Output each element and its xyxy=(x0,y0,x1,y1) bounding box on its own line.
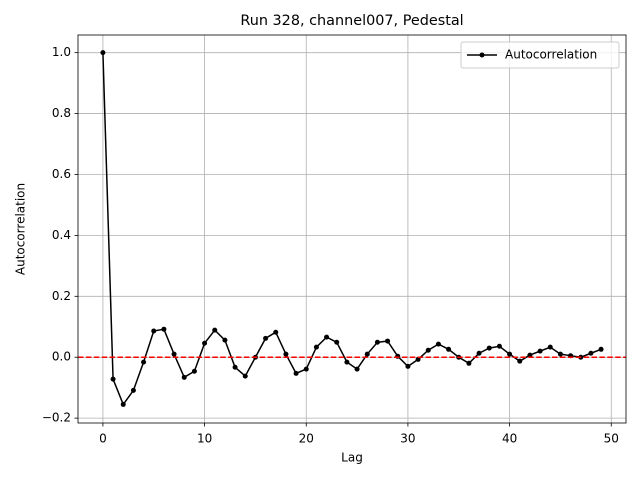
data-point xyxy=(222,337,228,343)
data-point xyxy=(507,351,513,357)
legend-label: Autocorrelation xyxy=(505,48,597,62)
data-point xyxy=(446,346,452,352)
data-point xyxy=(415,356,421,362)
x-tick-label: 10 xyxy=(197,432,212,446)
data-point xyxy=(100,50,106,56)
data-point xyxy=(334,339,340,345)
y-tick-label: 0.8 xyxy=(52,106,71,120)
data-point xyxy=(395,353,401,359)
data-point xyxy=(212,327,218,333)
data-point xyxy=(130,387,136,393)
data-point xyxy=(425,347,431,353)
x-tick-label: 50 xyxy=(604,432,619,446)
chart-title: Run 328, channel007, Pedestal xyxy=(240,13,463,29)
y-tick-label: 0.6 xyxy=(52,167,71,181)
data-line xyxy=(102,52,602,406)
data-point xyxy=(161,326,167,332)
data-point xyxy=(181,374,187,380)
data-point xyxy=(496,343,502,349)
data-point xyxy=(476,350,482,356)
x-axis-label: Lag xyxy=(341,451,363,465)
data-point xyxy=(202,340,208,346)
y-axis-label: Autocorrelation xyxy=(14,183,28,275)
data-point xyxy=(293,370,299,376)
data-point xyxy=(191,368,197,374)
data-point xyxy=(151,328,157,334)
data-point xyxy=(517,358,523,364)
data-point xyxy=(486,345,492,351)
data-point xyxy=(537,348,543,354)
data-point xyxy=(110,376,116,382)
data-point xyxy=(120,401,126,407)
data-point xyxy=(273,329,279,335)
x-tick-label: 30 xyxy=(400,432,415,446)
data-point xyxy=(435,341,441,347)
y-tick-label: 0.0 xyxy=(52,350,71,364)
data-point xyxy=(547,344,553,350)
y-tick-label: −0.2 xyxy=(42,411,71,425)
data-point xyxy=(324,334,330,340)
data-point xyxy=(374,339,380,345)
data-point xyxy=(242,373,248,379)
legend-box xyxy=(460,41,620,69)
data-point xyxy=(354,366,360,372)
y-tick-label: 0.4 xyxy=(52,228,71,242)
x-tick-label: 20 xyxy=(299,432,314,446)
data-point xyxy=(405,363,411,369)
data-point xyxy=(283,351,289,357)
data-point xyxy=(303,366,309,372)
data-point xyxy=(171,351,177,357)
legend: Autocorrelation xyxy=(460,41,620,69)
data-point xyxy=(588,350,594,356)
data-point xyxy=(232,364,238,370)
data-point xyxy=(141,359,147,365)
legend-marker xyxy=(479,52,485,58)
data-point xyxy=(598,346,604,352)
x-tick-label: 0 xyxy=(99,432,107,446)
data-point xyxy=(263,335,269,341)
data-point xyxy=(527,352,533,358)
x-tick-label: 40 xyxy=(502,432,517,446)
data-point xyxy=(385,338,391,344)
data-point xyxy=(344,359,350,365)
plot-frame xyxy=(77,34,627,424)
y-tick-label: 0.2 xyxy=(52,289,71,303)
data-point xyxy=(313,344,319,350)
y-tick-label: 1.0 xyxy=(52,45,71,59)
data-point xyxy=(364,351,370,357)
data-point xyxy=(557,351,563,357)
data-point xyxy=(466,360,472,366)
